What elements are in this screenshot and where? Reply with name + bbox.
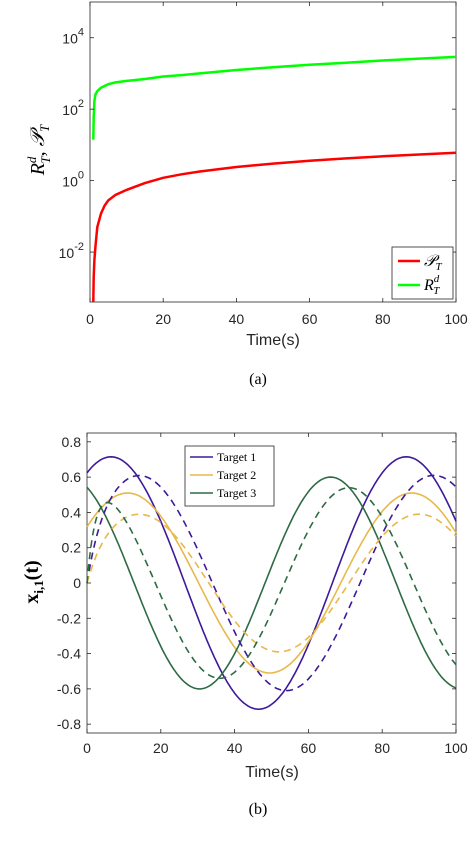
plot-b-solid-line-1 [86,455,457,711]
panel-b: 0 20 40 60 80 100 -0.8-0.6-0.4-0.200.20.40.60… [21,432,468,818]
panel-a: 0 20 40 60 80 100 10-2 100 102 104 Time(s) RdT, … [24,1,468,388]
x-tick-label: 20 [153,740,169,756]
legend-label-target-2: Target 2 [217,468,256,482]
plot-b-series [86,455,457,711]
legend-label-target-1: Target 1 [217,450,256,464]
plot-b-ylabel: xi,1(t) [21,560,46,603]
plot-a-xlabel: Time(s) [246,332,300,349]
y-tick-label: 0 [73,575,81,591]
plot-a-legend: 𝒫T Rd T [391,246,454,300]
y-tick-label: 100 [62,170,84,190]
plot-a-frame [89,1,457,303]
x-tick-label: 60 [302,311,318,327]
x-tick-label: 100 [444,740,468,756]
panel-b-caption: (b) [249,801,268,818]
x-tick-label: 80 [375,311,391,327]
y-tick-label: 104 [62,27,84,47]
y-tick-label: 0.4 [62,504,82,520]
x-tick-label: 40 [227,740,243,756]
plot-b-dashed-line-6 [86,486,457,680]
legend-label-target-3: Target 3 [217,486,256,500]
panel-a-caption: (a) [249,371,267,388]
x-tick-label: 20 [155,311,171,327]
plot-a-series-line-2 [92,55,457,140]
plot-b-dashed-line-4 [86,474,457,692]
plot-a-series-line-1 [92,151,457,303]
plot-b-solid-line-2 [86,492,457,674]
plot-a-x-ticks: 0 20 40 60 80 100 [86,2,468,327]
y-tick-label: -0.6 [57,681,81,697]
y-tick-label: 10-2 [59,241,84,261]
plot-a-legend-box [391,246,454,300]
plot-a-ylabel: RdT, 𝒫T [24,124,53,176]
plot-b-legend-box [184,445,275,507]
plot-b-xlabel: Time(s) [245,764,299,781]
x-tick-label: 60 [301,740,317,756]
plot-b-x-ticks: 0 20 40 60 80 100 [83,433,468,756]
legend-label-r: Rd T [423,273,440,297]
plot-b-legend: Target 1 Target 2 Target 3 [184,445,275,507]
y-tick-label: -0.2 [57,610,81,626]
y-tick-label: 0.6 [62,469,82,485]
plot-a-y-ticks: 10-2 100 102 104 [59,27,456,261]
y-tick-label: 102 [62,98,84,118]
plot-b-dashed-line-5 [86,513,457,653]
plot-b-y-ticks: -0.8 -0.6 -0.4 -0.2 0 0.2 0.4 0.6 0.8 [57,434,456,732]
x-tick-label: 0 [83,740,91,756]
plot-a-series [92,55,457,303]
x-tick-label: 40 [229,311,245,327]
y-tick-label: -0.8 [57,716,81,732]
x-tick-label: 0 [86,311,94,327]
x-tick-label: 80 [374,740,390,756]
y-tick-label: -0.4 [57,646,81,662]
plot-b-solid-line-3 [86,476,457,690]
x-tick-label: 100 [444,311,468,327]
y-tick-label: 0.8 [62,434,82,450]
y-tick-label: 0.2 [62,540,82,556]
